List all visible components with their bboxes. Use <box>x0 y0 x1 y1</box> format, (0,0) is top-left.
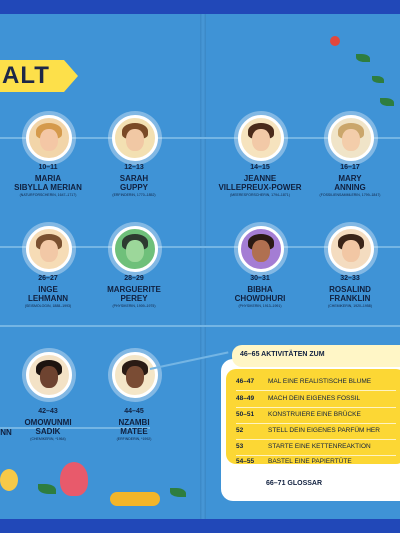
page-range: 44–45 <box>124 408 144 415</box>
activity-item: 50–51 KONSTRUIERE EINE BRÜCKE <box>236 411 361 418</box>
leaf-decoration <box>38 484 56 494</box>
person-name: SIBYLLA MERIAN <box>14 183 82 192</box>
page-range: 26–27 <box>38 275 58 282</box>
portrait-rosalind-franklin <box>328 226 374 272</box>
flower-decoration <box>0 469 18 491</box>
page-range: 42–43 <box>38 408 58 415</box>
person-role: (SEISMOLOGIN, 1888–1993) <box>24 304 72 308</box>
person-name: NZAMBI <box>118 418 150 427</box>
portrait-jeanne-villepreux-power <box>238 115 284 161</box>
activity-item: 48–49 MACH DEIN EIGENES FOSSIL <box>236 395 361 402</box>
timeline-line <box>0 246 400 248</box>
person-name-partial: NN <box>0 428 12 437</box>
person-name: VILLEPREUX-POWER <box>218 183 302 192</box>
activity-divider <box>236 423 396 424</box>
person-name: PEREY <box>120 294 148 303</box>
glossary-entry: 66–71 GLOSSAR <box>266 480 323 487</box>
activities-list <box>226 369 400 464</box>
book-gutter <box>200 14 206 519</box>
page-range: 30–31 <box>250 275 270 282</box>
page-range: 16–17 <box>340 164 360 171</box>
activity-divider <box>236 455 396 456</box>
flower-decoration <box>330 36 340 46</box>
portrait-sarah-guppy <box>112 115 158 161</box>
timeline-line <box>0 427 150 429</box>
book-spread: ALT 10–11 MARIA SIBYLLA MERIAN (NATURFOR… <box>0 14 400 519</box>
page-range: 32–33 <box>340 275 360 282</box>
person-name: BIBHA <box>247 285 273 294</box>
person-role: (CHEMIKERIN, *1964) <box>30 437 66 441</box>
page-range: 14–15 <box>250 164 270 171</box>
person-name: OMOWUNMI <box>24 418 72 427</box>
page-range: 28–29 <box>124 275 144 282</box>
person-role: (ERFINDERIN, 1770–1852) <box>112 193 156 197</box>
person-name: SARAH <box>119 174 149 183</box>
portrait-inge-lehmann <box>26 226 72 272</box>
portrait-mary-anning <box>328 115 374 161</box>
person-role: (NATURFORSCHERIN, 1647–1717) <box>19 193 77 197</box>
caterpillar-decoration <box>110 492 160 506</box>
activities-header <box>232 345 400 367</box>
portrait-nzambi-matee <box>112 352 158 398</box>
timeline-line <box>0 325 400 327</box>
person-role: (PHYSIKERIN, 1913–1991) <box>238 304 282 308</box>
leaf-decoration <box>170 488 186 497</box>
timeline-line <box>0 137 400 139</box>
timeline-connector <box>149 351 229 370</box>
activity-divider <box>236 390 396 391</box>
person-name: ANNING <box>334 183 366 192</box>
activity-item: 53 STARTE EINE KETTENREAKTION <box>236 443 371 450</box>
person-role: (MEERESFORSCHERIN, 1794–1871) <box>230 193 290 197</box>
person-name: GUPPY <box>119 183 148 192</box>
activity-item: 52 STELL DEIN EIGENES PARFÜM HER <box>236 427 380 434</box>
activity-divider <box>236 407 396 408</box>
person-name: FRANKLIN <box>329 294 371 303</box>
flower-decoration <box>60 462 88 496</box>
person-name: LEHMANN <box>28 294 68 303</box>
leaf-decoration <box>356 54 370 62</box>
portrait-marguerite-perey <box>112 226 158 272</box>
person-name: MARGUERITE <box>107 285 161 294</box>
portrait-bibha-chowdhuri <box>238 226 284 272</box>
page-range: 10–11 <box>38 164 58 171</box>
person-name: INGE <box>38 285 58 294</box>
activity-item: 46–47 MAL EINE REALISTISCHE BLUME <box>236 378 372 385</box>
heading-banner <box>0 60 64 92</box>
person-role: (CHEMIKERIN, 1920–1958) <box>328 304 372 308</box>
person-role: (PHYSIKERIN, 1909–1975) <box>112 304 156 308</box>
person-name: CHOWDHURI <box>234 294 286 303</box>
person-name: MATEE <box>120 427 148 436</box>
person-role: (FOSSILIENSAMMLERIN, 1799–1847) <box>319 193 381 197</box>
person-name: SADIK <box>35 427 61 436</box>
portrait-maria-sibylla-merian <box>26 115 72 161</box>
person-name: JEANNE <box>243 174 277 183</box>
leaf-decoration <box>372 76 384 83</box>
person-name: MARIA <box>34 174 62 183</box>
page-range: 12–13 <box>124 164 144 171</box>
page-heading: ALT <box>2 62 50 89</box>
portrait-omowunmi-sadik <box>26 352 72 398</box>
leaf-decoration <box>380 98 394 106</box>
activity-item: 54–55 BASTEL EINE PAPIERTÜTE <box>236 458 352 465</box>
activity-divider <box>236 439 396 440</box>
person-name: MARY <box>338 174 362 183</box>
person-name: ROSALIND <box>329 285 371 294</box>
person-role: (ERFINDERIN, *1992) <box>116 437 152 441</box>
heading-banner-tip <box>64 60 78 92</box>
activities-title: 46–65 AKTIVITÄTEN ZUM <box>240 351 325 358</box>
